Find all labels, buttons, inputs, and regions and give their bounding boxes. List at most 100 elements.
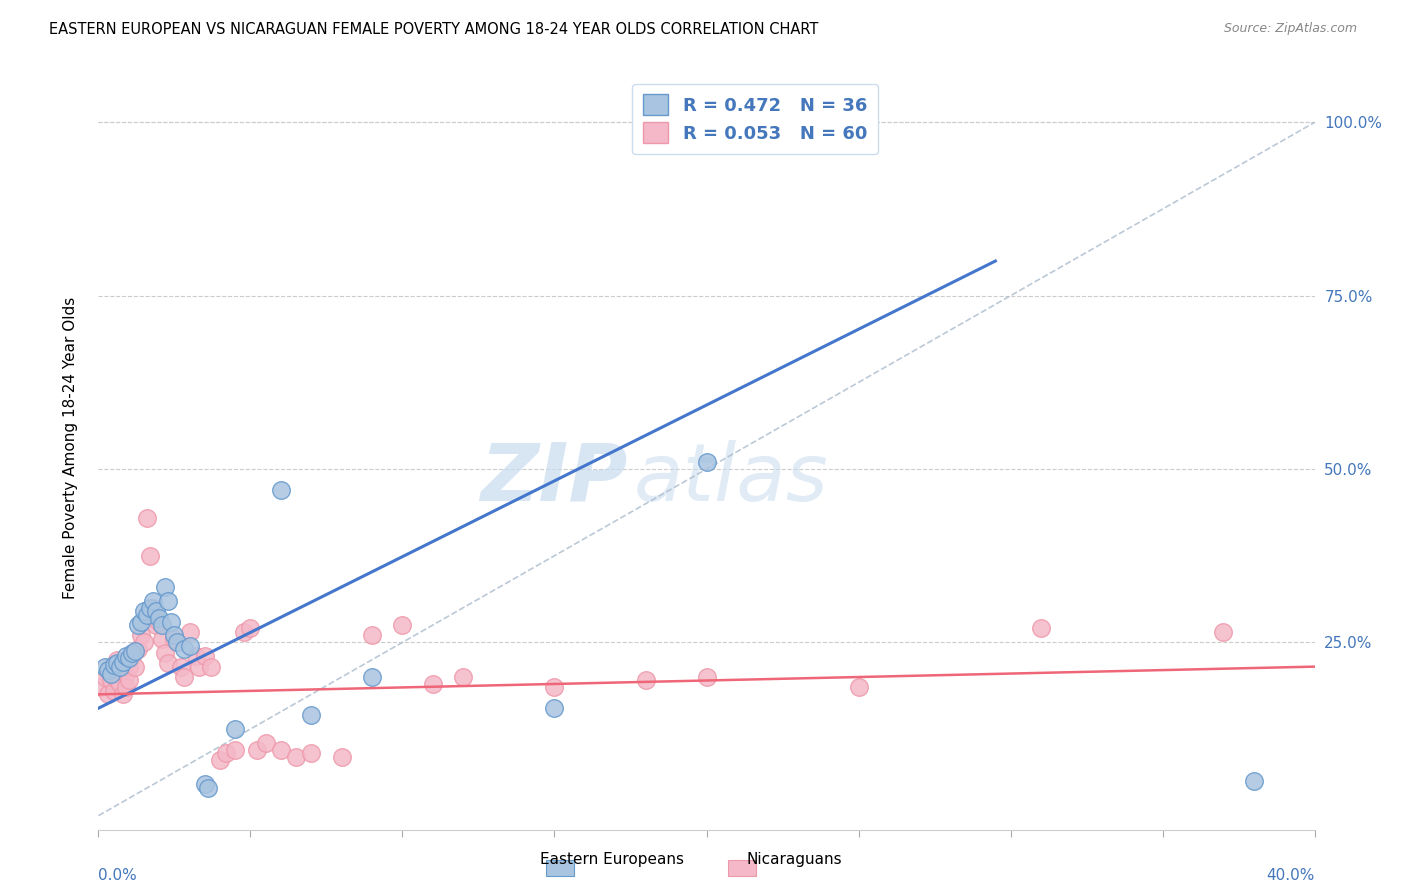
Point: [139, 549, 162, 563]
Point: [103, 684, 125, 698]
Point: [142, 600, 165, 615]
Point: [129, 615, 152, 629]
Point: [114, 666, 136, 681]
Point: [361, 670, 384, 684]
Point: [169, 659, 191, 673]
Point: [145, 604, 167, 618]
Point: [270, 743, 292, 757]
Point: [173, 642, 195, 657]
Point: [1212, 624, 1234, 639]
Point: [285, 749, 308, 764]
Point: [848, 681, 870, 695]
Point: [132, 635, 155, 649]
Text: Source: ZipAtlas.com: Source: ZipAtlas.com: [1223, 22, 1357, 36]
Point: [124, 659, 146, 673]
Point: [93, 659, 115, 673]
Point: [239, 622, 262, 636]
Point: [155, 580, 177, 594]
Point: [118, 673, 141, 688]
Point: [200, 659, 222, 673]
Point: [1029, 622, 1052, 636]
Bar: [728, 860, 756, 876]
Point: [127, 618, 149, 632]
Point: [118, 659, 141, 673]
Point: [136, 510, 159, 524]
Point: [163, 628, 186, 642]
Point: [270, 483, 292, 497]
Point: [224, 722, 246, 736]
Point: [121, 646, 143, 660]
Point: [166, 635, 188, 649]
Point: [139, 600, 162, 615]
Point: [155, 646, 177, 660]
Point: [100, 673, 122, 688]
Point: [111, 687, 134, 701]
Point: [187, 659, 209, 673]
Point: [330, 749, 353, 764]
Point: [108, 659, 131, 673]
Point: [96, 663, 118, 677]
Legend: R = 0.472   N = 36, R = 0.053   N = 60: R = 0.472 N = 36, R = 0.053 N = 60: [633, 84, 877, 154]
Point: [142, 594, 165, 608]
Point: [179, 639, 201, 653]
Point: [299, 708, 322, 723]
Point: [233, 624, 256, 639]
Point: [163, 632, 186, 646]
Point: [173, 670, 195, 684]
Point: [103, 666, 125, 681]
Point: [148, 615, 170, 629]
Point: [422, 677, 444, 691]
Point: [224, 743, 246, 757]
Point: [696, 670, 718, 684]
Point: [215, 746, 238, 760]
Point: [136, 607, 159, 622]
Point: [118, 650, 141, 665]
Text: 0.0%: 0.0%: [98, 868, 138, 883]
Point: [194, 649, 217, 664]
Point: [299, 746, 322, 760]
Point: [129, 628, 152, 642]
Point: [96, 687, 118, 701]
Point: [105, 673, 128, 688]
Point: [114, 649, 136, 664]
Point: [150, 618, 173, 632]
Point: [254, 736, 277, 750]
Text: atlas: atlas: [634, 440, 828, 517]
Point: [1243, 774, 1265, 789]
Point: [132, 604, 155, 618]
Point: [245, 743, 267, 757]
Point: [696, 455, 718, 469]
Point: [160, 615, 183, 629]
Point: [184, 649, 207, 664]
Bar: [546, 860, 574, 876]
Point: [108, 656, 131, 670]
Point: [157, 656, 180, 670]
Point: [121, 649, 143, 664]
Y-axis label: Female Poverty Among 18-24 Year Olds: Female Poverty Among 18-24 Year Olds: [63, 297, 77, 599]
Point: [96, 663, 118, 677]
Point: [209, 753, 232, 767]
Point: [100, 666, 122, 681]
Point: [150, 632, 173, 646]
Point: [108, 677, 131, 691]
Point: [145, 618, 167, 632]
Point: [197, 780, 219, 795]
Point: [105, 656, 128, 670]
Point: [93, 670, 115, 684]
Point: [103, 657, 125, 672]
Point: [100, 659, 122, 673]
Point: [111, 655, 134, 669]
Point: [361, 628, 384, 642]
Text: 40.0%: 40.0%: [1267, 868, 1315, 883]
Point: [90, 681, 112, 695]
Text: EASTERN EUROPEAN VS NICARAGUAN FEMALE POVERTY AMONG 18-24 YEAR OLDS CORRELATION : EASTERN EUROPEAN VS NICARAGUAN FEMALE PO…: [49, 22, 818, 37]
Point: [179, 624, 201, 639]
Point: [634, 673, 657, 688]
Point: [543, 681, 565, 695]
Point: [194, 777, 217, 791]
Text: Eastern Europeans: Eastern Europeans: [540, 852, 683, 867]
Point: [453, 670, 475, 684]
Point: [391, 618, 413, 632]
Point: [127, 642, 149, 657]
Point: [124, 643, 146, 657]
